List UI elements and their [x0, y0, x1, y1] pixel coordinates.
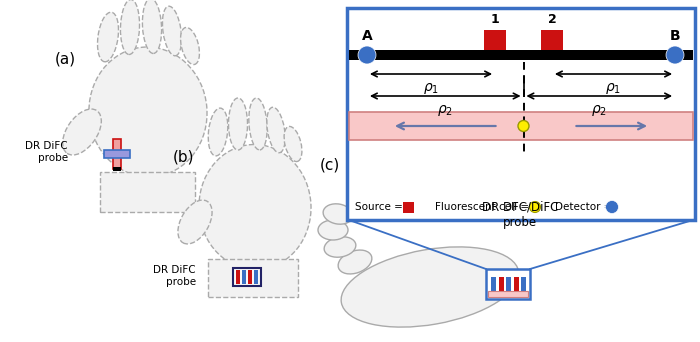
Ellipse shape	[228, 98, 248, 150]
Bar	[506, 277, 511, 293]
Text: (a): (a)	[55, 52, 76, 67]
Ellipse shape	[284, 127, 302, 161]
Bar	[349, 112, 693, 140]
Circle shape	[606, 200, 619, 213]
Text: DR DFC/DiFC
probe: DR DFC/DiFC probe	[482, 201, 558, 229]
Bar	[403, 202, 414, 213]
Bar	[488, 291, 528, 297]
Ellipse shape	[208, 108, 228, 156]
Bar	[100, 172, 195, 212]
Text: $\rho_1$: $\rho_1$	[606, 81, 622, 96]
Text: (b): (b)	[173, 149, 195, 164]
Ellipse shape	[120, 0, 139, 54]
Bar	[498, 277, 503, 293]
Bar	[521, 277, 526, 293]
Bar	[233, 268, 261, 286]
Ellipse shape	[318, 220, 348, 240]
Text: Source =: Source =	[355, 202, 406, 212]
Bar	[254, 270, 258, 284]
Ellipse shape	[142, 0, 162, 53]
Bar	[242, 270, 246, 284]
Ellipse shape	[63, 109, 102, 155]
Circle shape	[358, 46, 376, 64]
Ellipse shape	[248, 98, 267, 150]
Ellipse shape	[323, 204, 353, 224]
Bar	[486, 269, 530, 299]
Text: Detector =: Detector =	[555, 202, 616, 212]
Bar	[541, 30, 563, 50]
Circle shape	[666, 46, 684, 64]
Ellipse shape	[341, 247, 519, 327]
Text: DR DiFC
probe: DR DiFC probe	[153, 265, 196, 287]
Text: $\rho_1$: $\rho_1$	[423, 81, 439, 96]
Text: $\rho_2$: $\rho_2$	[438, 103, 454, 118]
Ellipse shape	[199, 145, 311, 269]
Text: A: A	[362, 29, 372, 43]
Bar	[248, 270, 252, 284]
Text: Fluorescent cell =: Fluorescent cell =	[435, 202, 533, 212]
Ellipse shape	[97, 12, 118, 62]
Bar	[347, 8, 695, 220]
Text: DR DiFC
probe: DR DiFC probe	[25, 141, 68, 163]
Text: B: B	[670, 29, 680, 43]
Circle shape	[518, 120, 529, 132]
Ellipse shape	[89, 47, 207, 177]
Bar	[491, 277, 496, 293]
Ellipse shape	[338, 250, 372, 274]
Text: (c): (c)	[320, 157, 340, 172]
Bar	[113, 167, 121, 171]
Text: 1: 1	[491, 13, 499, 26]
Ellipse shape	[162, 6, 181, 56]
Bar	[514, 277, 519, 293]
Ellipse shape	[267, 107, 285, 153]
Text: $\rho_2$: $\rho_2$	[592, 103, 608, 118]
Ellipse shape	[181, 27, 199, 65]
Bar	[484, 30, 506, 50]
Ellipse shape	[324, 237, 356, 257]
Text: 2: 2	[547, 13, 556, 26]
Bar	[113, 139, 121, 169]
Bar	[236, 270, 240, 284]
Ellipse shape	[178, 200, 212, 244]
Bar	[208, 259, 298, 297]
Circle shape	[529, 201, 540, 212]
Bar	[104, 150, 130, 158]
Bar	[349, 50, 693, 60]
